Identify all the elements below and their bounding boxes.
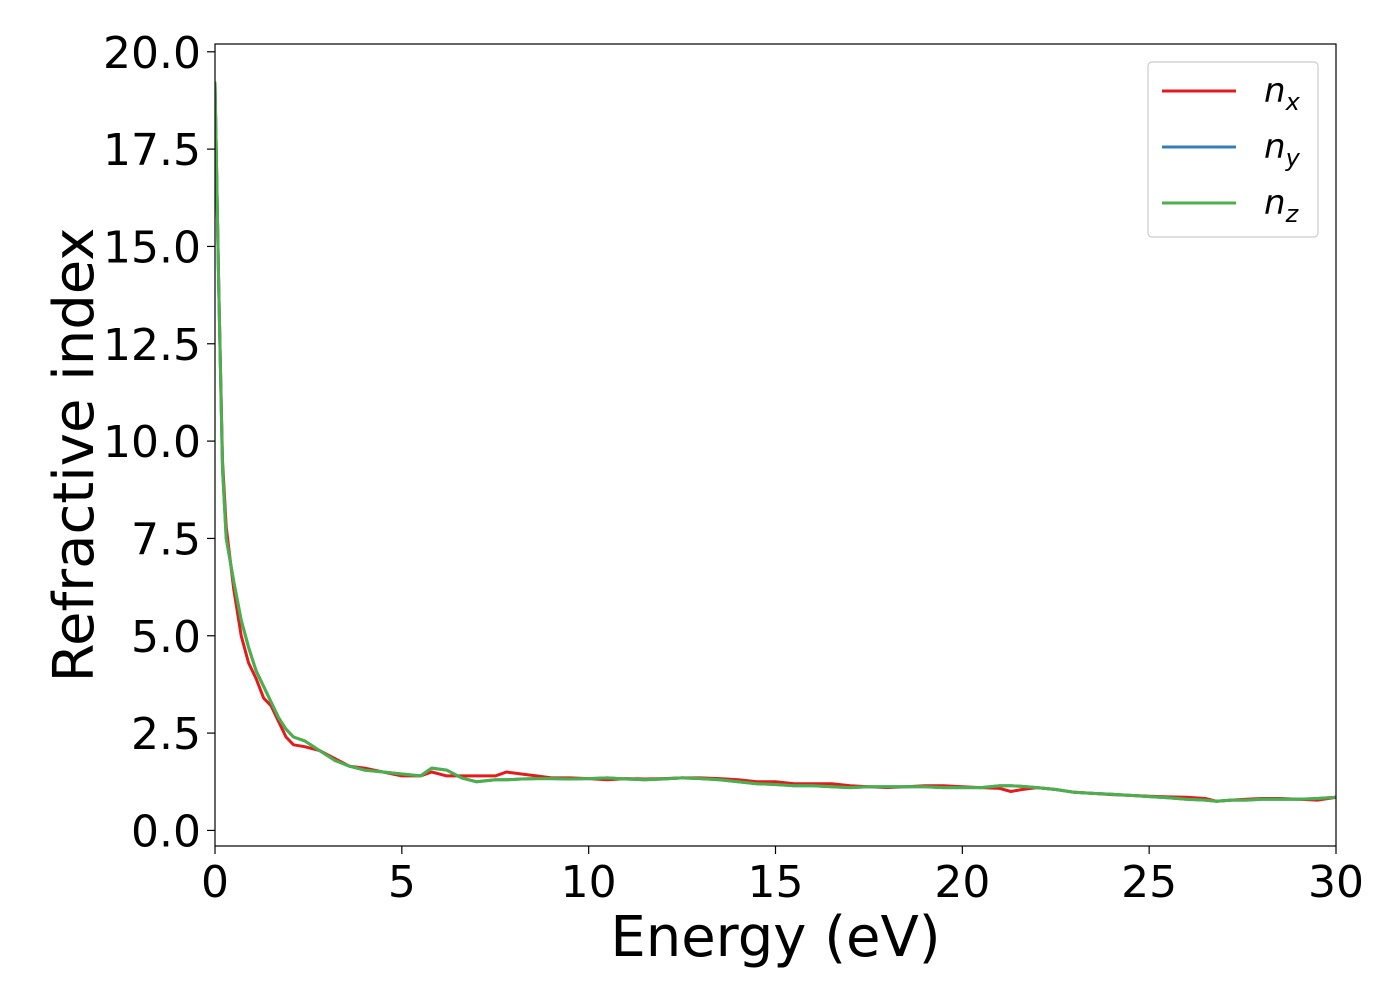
y-tick-label: 15.0 <box>103 222 201 273</box>
x-tick-label: 0 <box>201 857 229 908</box>
y-tick-label: 7.5 <box>131 514 201 565</box>
y-tick-label: 2.5 <box>131 709 201 760</box>
legend-label-ny: ny <box>1264 127 1301 172</box>
legend-box <box>1147 61 1319 238</box>
y-axis-title: Refractive index <box>42 228 107 683</box>
legend-label-base: n <box>1264 71 1286 111</box>
legend-label-base: n <box>1264 127 1286 167</box>
x-tick-label: 20 <box>934 857 990 908</box>
y-tick-label: 10.0 <box>103 417 201 468</box>
x-tick-label: 10 <box>561 857 617 908</box>
y-tick-label: 12.5 <box>103 320 201 371</box>
legend-label-base: n <box>1264 183 1286 223</box>
legend-label-subscript: z <box>1285 200 1300 228</box>
legend-label-nz: nz <box>1264 183 1300 228</box>
x-tick-label: 25 <box>1121 857 1177 908</box>
legend-label-subscript: x <box>1285 88 1301 116</box>
series-layer <box>215 81 1336 803</box>
x-tick-label: 30 <box>1308 857 1364 908</box>
y-tick-label: 20.0 <box>103 28 201 79</box>
y-tick-label: 5.0 <box>131 612 201 663</box>
x-tick-label: 5 <box>388 857 416 908</box>
x-tick-label: 15 <box>748 857 804 908</box>
x-axis: 0 5 10 15 20 25 30 <box>201 846 1364 908</box>
y-tick-label: 0.0 <box>131 806 201 857</box>
legend-label-nx: nx <box>1264 71 1301 116</box>
series-line-nz <box>215 81 1336 803</box>
y-axis: 0.0 2.5 5.0 7.5 10.0 12.5 15.0 17.5 20.0 <box>103 28 215 857</box>
legend-label-subscript: y <box>1285 144 1301 172</box>
x-axis-title: Energy (eV) <box>610 905 940 970</box>
y-tick-label: 17.5 <box>103 125 201 176</box>
